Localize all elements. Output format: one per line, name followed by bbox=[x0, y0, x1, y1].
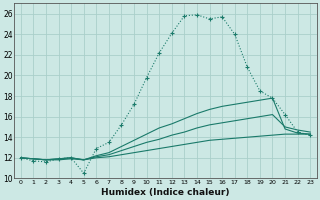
X-axis label: Humidex (Indice chaleur): Humidex (Indice chaleur) bbox=[101, 188, 230, 197]
